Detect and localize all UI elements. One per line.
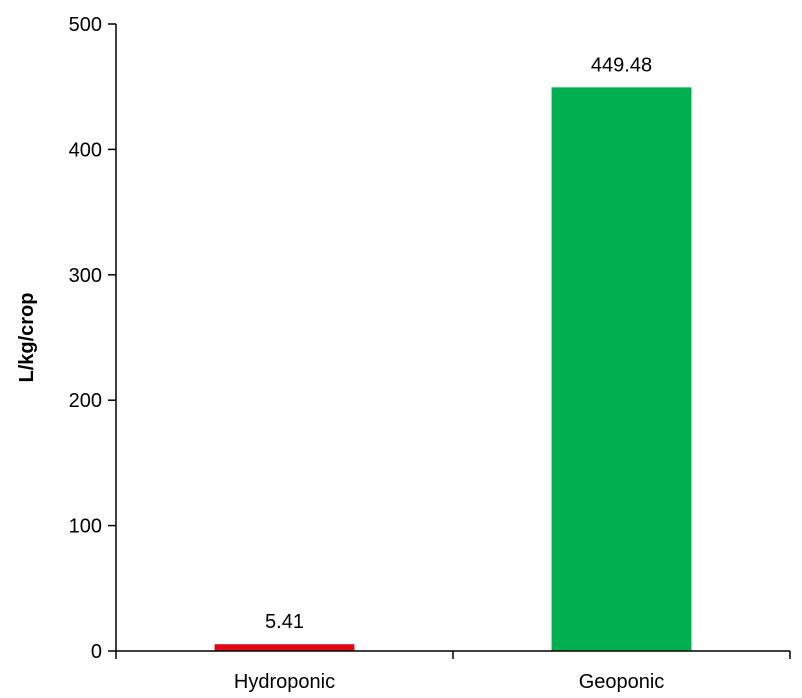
x-tick-label: Hydroponic bbox=[234, 671, 335, 693]
bars-group bbox=[214, 87, 692, 652]
y-tick-label: 300 bbox=[69, 265, 102, 287]
y-tick-label: 200 bbox=[69, 390, 102, 412]
data-label-geoponic: 449.48 bbox=[591, 54, 652, 76]
y-tick-label: 500 bbox=[69, 14, 102, 36]
y-tick-label: 100 bbox=[69, 516, 102, 538]
data-label-hydroponic: 5.41 bbox=[265, 611, 304, 633]
y-tick-label: 400 bbox=[69, 139, 102, 161]
x-tick-label: Geoponic bbox=[579, 671, 665, 693]
data-labels-group: 5.41 449.48 bbox=[265, 54, 652, 633]
bar-hydroponic bbox=[214, 644, 355, 651]
x-ticks-group: Hydroponic Geoponic bbox=[115, 651, 791, 693]
y-tick-label: 0 bbox=[91, 641, 102, 663]
y-ticks-group: 0 100 200 300 400 500 bbox=[69, 14, 116, 663]
y-axis-title: L/kg/crop bbox=[16, 292, 38, 382]
bar-geoponic bbox=[551, 87, 692, 652]
